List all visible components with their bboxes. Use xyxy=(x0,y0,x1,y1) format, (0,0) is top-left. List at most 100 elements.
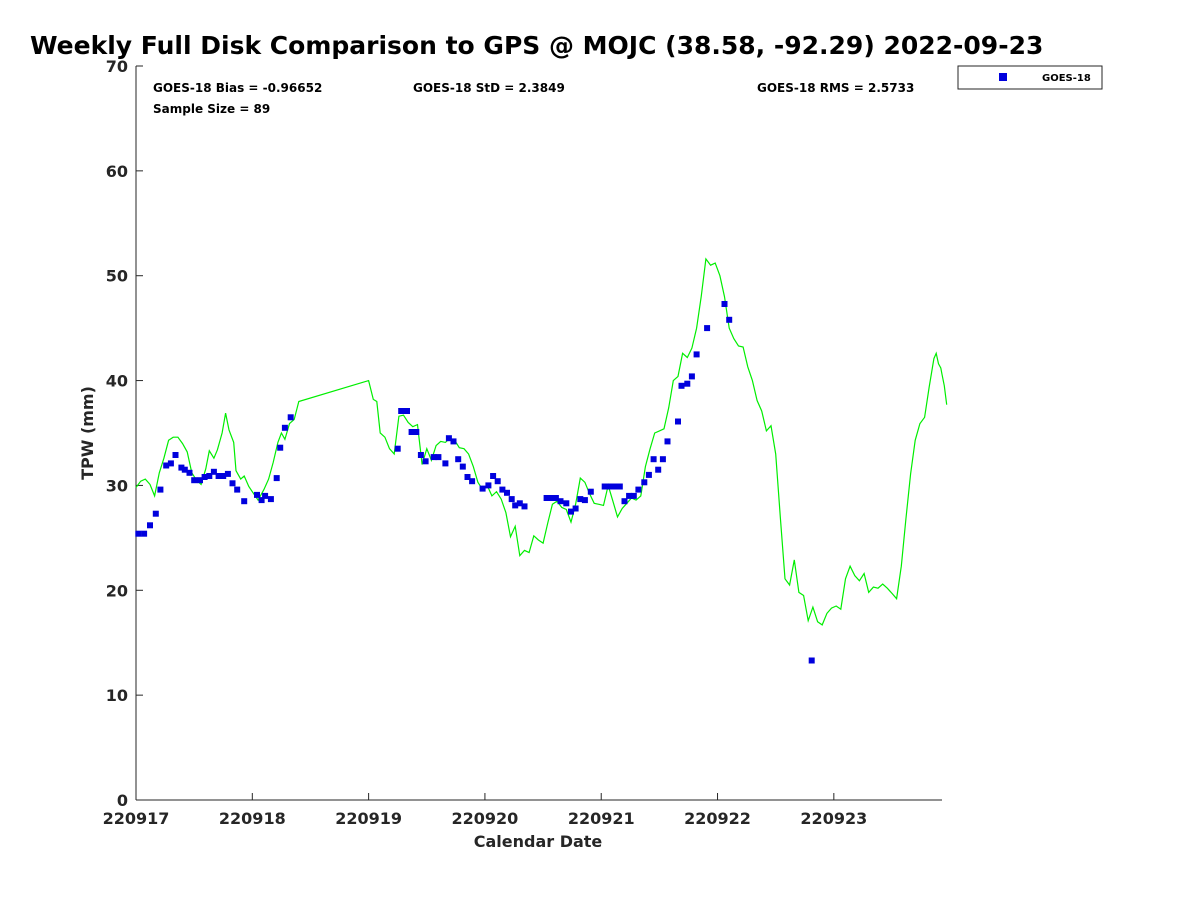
x-tick-label: 220921 xyxy=(568,809,635,828)
goes18-data-point xyxy=(655,466,662,473)
goes18-data-point xyxy=(635,486,642,493)
goes18-data-point xyxy=(577,496,584,503)
goes18-data-point xyxy=(191,477,198,484)
goes18-data-point xyxy=(267,496,274,503)
series-layer xyxy=(135,257,948,664)
goes18-data-point xyxy=(258,497,265,504)
goes18-data-point xyxy=(464,474,471,480)
goes18-data-point xyxy=(152,510,159,517)
goes18-data-point xyxy=(684,380,691,387)
goes18-data-point xyxy=(206,473,213,479)
x-tick-label: 220923 xyxy=(800,809,867,828)
goes18-data-point xyxy=(287,414,294,421)
goes18-data-point xyxy=(224,470,231,477)
goes18-data-point xyxy=(630,492,637,499)
goes18-data-point xyxy=(241,498,248,505)
legend: GOES-18 xyxy=(957,65,1103,90)
goes18-data-point xyxy=(201,474,208,480)
goes18-data-point xyxy=(435,454,442,461)
y-tick-label: 10 xyxy=(106,686,128,705)
goes18-data-point xyxy=(141,530,148,537)
goes18-data-point xyxy=(197,477,203,484)
x-tick-label: 220919 xyxy=(335,809,402,828)
goes18-data-point xyxy=(181,466,188,473)
goes18-data-point xyxy=(587,488,594,495)
goes18-data-point xyxy=(675,418,681,425)
goes18-data-point xyxy=(485,482,492,489)
x-axis-label: Calendar Date xyxy=(474,832,603,851)
goes18-data-point xyxy=(516,500,523,507)
goes18-data-point xyxy=(612,483,619,490)
legend-label: GOES-18 xyxy=(1042,73,1091,84)
goes18-data-point xyxy=(147,522,153,529)
goes18-data-point xyxy=(254,491,260,498)
goes18-data-point xyxy=(450,438,457,445)
x-tick-label: 220922 xyxy=(684,809,751,828)
rms-stat: GOES-18 RMS = 2.5733 xyxy=(757,81,914,95)
chart-title: Weekly Full Disk Comparison to GPS @ MOJ… xyxy=(30,31,1043,60)
goes18-data-point xyxy=(572,505,579,512)
goes18-data-point xyxy=(163,462,170,469)
goes18-data-point xyxy=(621,498,628,505)
y-axis-label: TPW (mm) xyxy=(78,386,97,480)
goes18-data-point xyxy=(455,456,462,463)
goes18-data-point xyxy=(215,473,222,479)
goes18-data-point xyxy=(552,495,559,501)
goes18-data-point xyxy=(543,495,550,501)
goes18-data-point xyxy=(178,464,185,471)
goes18-data-point xyxy=(422,458,429,465)
goes18-data-point xyxy=(808,657,815,664)
goes18-data-point xyxy=(417,452,424,458)
goes18-data-point xyxy=(704,325,711,332)
goes18-data-point xyxy=(726,316,733,323)
goes18-data-point xyxy=(650,456,657,463)
y-tick-label: 20 xyxy=(106,581,128,600)
goes18-data-point xyxy=(445,435,452,442)
goes18-data-point xyxy=(172,452,179,458)
y-tick-label: 70 xyxy=(106,57,128,76)
goes18-data-point xyxy=(167,460,174,467)
goes18-data-point xyxy=(721,301,728,307)
goes18-data-point xyxy=(273,475,280,482)
bias-stat: GOES-18 Bias = -0.96652 xyxy=(153,81,322,95)
goes18-data-point xyxy=(430,454,437,461)
goes18-data-point xyxy=(659,456,666,463)
goes18-data-point xyxy=(408,429,415,435)
goes18-data-point xyxy=(220,473,227,479)
goes18-data-point xyxy=(459,463,466,470)
goes18-data-point xyxy=(601,483,608,490)
goes18-data-point xyxy=(568,508,574,515)
goes18-data-point xyxy=(678,382,685,389)
goes18-data-point xyxy=(581,497,588,504)
goes18-data-point xyxy=(557,498,564,505)
goes18-data-point xyxy=(512,502,519,509)
goes18-data-point xyxy=(277,444,284,451)
goes18-data-point xyxy=(413,429,420,435)
y-tick-label: 50 xyxy=(106,267,128,286)
goes18-data-point xyxy=(210,468,217,475)
goes18-data-point xyxy=(688,373,695,380)
goes18-data-point xyxy=(504,489,510,496)
legend-marker xyxy=(999,73,1007,81)
y-tick-label: 40 xyxy=(106,372,128,391)
goes18-data-point xyxy=(607,483,614,490)
goes18-data-point xyxy=(521,503,528,510)
goes18-data-point xyxy=(494,478,501,485)
goes18-data-point xyxy=(469,478,476,485)
y-tick-label: 0 xyxy=(117,791,128,810)
goes18-data-point xyxy=(563,500,570,507)
goes18-data-point xyxy=(508,496,515,503)
x-tick-label: 220918 xyxy=(219,809,286,828)
goes18-data-point xyxy=(664,438,671,445)
goes18-data-point xyxy=(404,408,410,414)
goes18-data-point xyxy=(186,469,193,476)
x-tick-label: 220920 xyxy=(452,809,519,828)
goes18-data-point xyxy=(234,486,241,493)
legend-box xyxy=(957,65,1103,90)
goes18-data-point xyxy=(135,530,142,537)
sample-size-stat: Sample Size = 89 xyxy=(153,102,270,116)
goes18-data-point xyxy=(229,480,236,487)
goes18-data-point xyxy=(616,483,623,490)
goes18-data-point xyxy=(281,424,288,431)
